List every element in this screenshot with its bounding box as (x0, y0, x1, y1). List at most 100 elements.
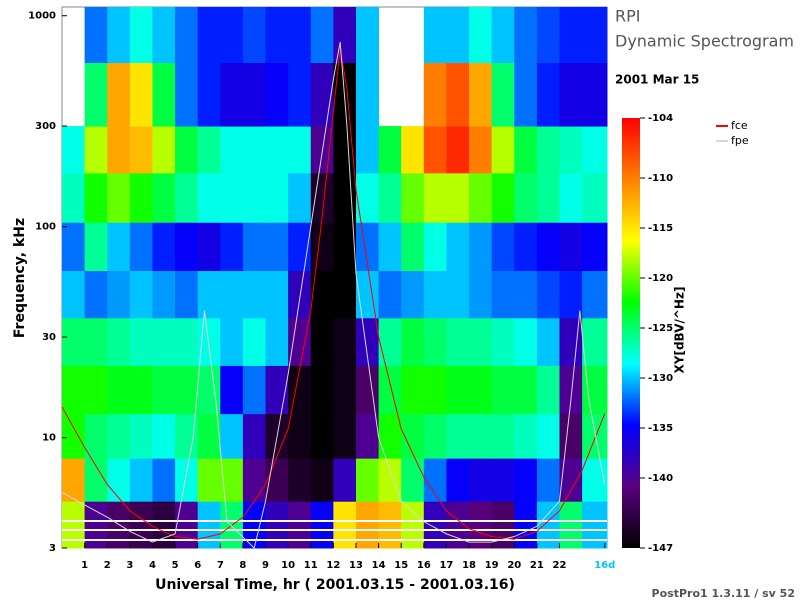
cell (491, 458, 515, 502)
cell (84, 222, 108, 272)
cell (514, 317, 538, 366)
cell (333, 126, 357, 174)
cell (401, 317, 425, 366)
cell (175, 365, 199, 415)
colorbar-tick-label: -120 (648, 273, 673, 284)
cell (265, 270, 289, 319)
cell (446, 413, 470, 459)
legend-label: fpe (731, 134, 749, 147)
cell (423, 317, 447, 366)
x-tick-label: 22 (553, 560, 567, 571)
cell (310, 222, 334, 272)
cell (220, 458, 244, 502)
cell (242, 126, 267, 174)
cell (401, 501, 425, 549)
cell (582, 62, 608, 127)
cell (514, 62, 538, 127)
cell (129, 222, 153, 272)
colorbar-tick-label: -140 (648, 473, 673, 484)
cell (514, 7, 538, 64)
cell (333, 7, 357, 64)
x-tick-label: 3 (126, 560, 133, 571)
cell (129, 458, 153, 502)
cell (62, 413, 86, 459)
cell (514, 458, 538, 502)
cell (152, 365, 176, 415)
x-tick-label: 20 (507, 560, 521, 571)
cell (220, 126, 244, 174)
cell (107, 222, 131, 272)
cell (536, 7, 561, 64)
cell (333, 172, 357, 223)
cell (107, 62, 131, 127)
cell (220, 222, 244, 272)
cell (107, 7, 131, 64)
cell (378, 270, 402, 319)
cell (197, 172, 221, 223)
cell (107, 413, 131, 459)
cell (559, 413, 583, 459)
cell (197, 62, 221, 127)
cell (84, 172, 108, 223)
cell (491, 172, 515, 223)
cell (469, 365, 493, 415)
cell (152, 413, 176, 459)
cell (107, 270, 131, 319)
cell (355, 172, 380, 223)
cell (582, 458, 608, 502)
cell (220, 270, 244, 319)
cell (220, 317, 244, 366)
cell (559, 172, 583, 223)
x-tick-label: 2 (104, 560, 111, 571)
cell (491, 7, 515, 64)
lines (61, 42, 606, 549)
colorbar-label: XY[dBV/^Hz] (673, 287, 687, 374)
cell (469, 413, 493, 459)
cell (310, 458, 334, 502)
x-tick-label: 8 (239, 560, 246, 571)
cell (446, 222, 470, 272)
cell (491, 270, 515, 319)
cell (152, 222, 176, 272)
cell (401, 126, 425, 174)
cell (265, 172, 289, 223)
cell (242, 7, 267, 64)
cell (62, 317, 86, 366)
cell (288, 62, 312, 127)
cell (84, 7, 108, 64)
cell (559, 126, 583, 174)
spectrogram (62, 7, 608, 549)
x-tick-label: 1 (81, 560, 88, 571)
cell (175, 501, 199, 549)
cell (220, 7, 244, 64)
cell (559, 62, 583, 127)
cell (288, 501, 312, 549)
cell (491, 501, 515, 549)
cell (446, 458, 470, 502)
cell (446, 365, 470, 415)
cell (62, 365, 86, 415)
y-tick-label: 100 (35, 222, 56, 233)
cell (242, 501, 267, 549)
cell (288, 7, 312, 64)
cell (559, 222, 583, 272)
cell (514, 413, 538, 459)
cell (378, 458, 402, 502)
cell (536, 458, 561, 502)
cell (582, 126, 608, 174)
cell (582, 270, 608, 319)
cell (446, 62, 470, 127)
cell (446, 317, 470, 366)
cell (491, 62, 515, 127)
cell (220, 365, 244, 415)
cell (152, 270, 176, 319)
cell (129, 7, 153, 64)
cell (152, 126, 176, 174)
cell (559, 365, 583, 415)
chart-subtitle: Dynamic Spectrogram (615, 32, 794, 51)
cell (310, 317, 334, 366)
cell (129, 413, 153, 459)
x-tick-label: 21 (530, 560, 544, 571)
cell (333, 62, 357, 127)
